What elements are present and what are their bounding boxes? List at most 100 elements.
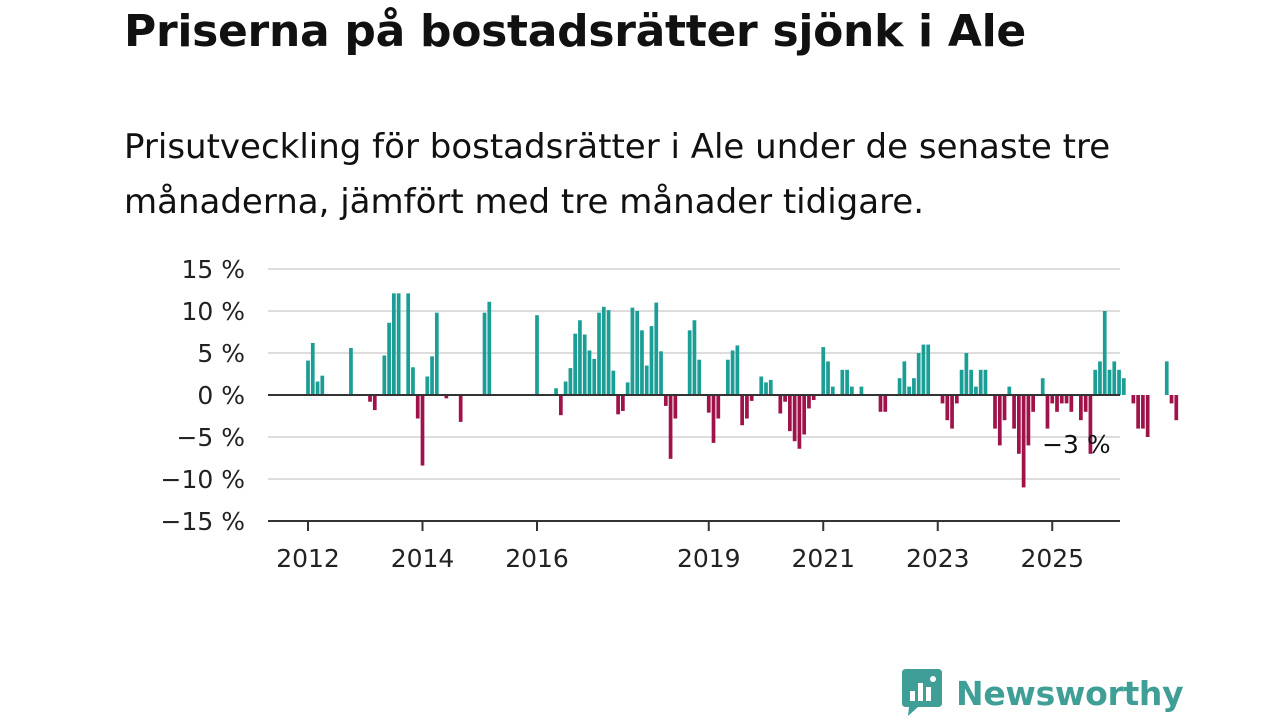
bar <box>1016 395 1021 454</box>
bar <box>1026 395 1031 446</box>
bar <box>1141 395 1145 429</box>
bar <box>420 395 425 466</box>
bar <box>630 307 635 395</box>
bar <box>592 358 597 395</box>
bar <box>997 395 1002 446</box>
bar <box>673 395 678 419</box>
bar <box>434 312 439 395</box>
bar <box>306 360 310 395</box>
bar <box>1083 395 1088 412</box>
bar <box>368 395 372 402</box>
bar <box>1169 395 1174 404</box>
bar <box>802 395 807 435</box>
y-tick-label: −15 % <box>161 507 245 536</box>
y-tick-label: 5 % <box>197 339 245 368</box>
y-tick-label: −10 % <box>161 465 245 494</box>
bar <box>897 378 902 395</box>
bar <box>1050 395 1055 404</box>
bar <box>425 376 430 395</box>
bar <box>778 395 783 414</box>
bar <box>959 369 964 395</box>
bar <box>640 330 644 395</box>
bar <box>969 369 974 395</box>
x-tick-label: 2021 <box>791 544 855 573</box>
bar <box>945 395 950 421</box>
bar <box>926 344 931 395</box>
x-tick-label: 2016 <box>505 544 569 573</box>
bar <box>644 365 649 395</box>
bar <box>597 312 601 395</box>
bar <box>1088 395 1093 454</box>
bar <box>430 356 434 395</box>
bar <box>706 395 711 413</box>
y-tick-label: 15 % <box>181 255 245 284</box>
bar <box>859 386 864 395</box>
price-change-bar-chart: 15 % 10 % 5 % 0 % −5 % −10 % −15 % 2012 2014 2016… <box>161 255 1179 573</box>
bar <box>563 381 568 395</box>
chat-bubble-bar-chart-icon <box>902 669 942 716</box>
bar <box>1012 395 1016 429</box>
bar <box>349 347 353 395</box>
bar <box>830 386 835 395</box>
axes <box>268 394 1120 531</box>
bar <box>578 320 582 395</box>
bar <box>387 322 391 395</box>
bar <box>1069 395 1074 412</box>
bar <box>1021 395 1026 488</box>
bar <box>582 334 587 395</box>
bar <box>611 370 616 395</box>
bar <box>912 378 916 395</box>
bar <box>1045 395 1050 429</box>
bar <box>554 388 558 395</box>
newsworthy-logo: Newsworthy <box>902 668 1184 718</box>
chart-title: Priserna på bostadsrätter sjönk i Ale <box>124 6 1026 57</box>
bar <box>535 315 539 395</box>
bar <box>663 395 668 406</box>
bar <box>616 395 620 415</box>
bar <box>764 382 768 395</box>
bar <box>482 312 487 395</box>
bar <box>1031 395 1036 412</box>
bar <box>1136 395 1140 429</box>
bar <box>310 342 315 395</box>
bar <box>883 395 888 412</box>
bar <box>1098 361 1102 395</box>
bar <box>320 375 325 395</box>
bar <box>372 395 377 411</box>
bar <box>907 386 911 395</box>
bar <box>749 395 754 401</box>
bar <box>902 361 907 395</box>
bar <box>487 301 492 395</box>
bar <box>621 395 625 411</box>
bar <box>745 395 749 419</box>
bar <box>396 293 401 395</box>
bar <box>974 386 978 395</box>
bar <box>730 350 735 395</box>
bar <box>1064 395 1069 404</box>
bar <box>792 395 797 442</box>
bar <box>826 361 830 395</box>
bar <box>850 386 854 395</box>
bar <box>845 369 849 395</box>
bar <box>1093 369 1098 395</box>
bar <box>716 395 721 419</box>
bar <box>840 369 845 395</box>
bar <box>993 395 997 429</box>
bar <box>725 359 730 395</box>
bar <box>954 395 959 404</box>
bar <box>950 395 954 429</box>
bar <box>659 351 663 395</box>
bar <box>1174 395 1179 421</box>
bar <box>978 369 983 395</box>
bar <box>878 395 883 412</box>
bar <box>787 395 792 432</box>
bar <box>406 293 411 395</box>
bar <box>783 395 787 402</box>
x-tick-label: 2019 <box>677 544 741 573</box>
bar <box>1102 311 1107 395</box>
x-tick-label: 2012 <box>276 544 340 573</box>
bar <box>759 376 764 395</box>
bar <box>1112 361 1117 395</box>
bar <box>1117 369 1121 395</box>
bar <box>1079 395 1083 421</box>
